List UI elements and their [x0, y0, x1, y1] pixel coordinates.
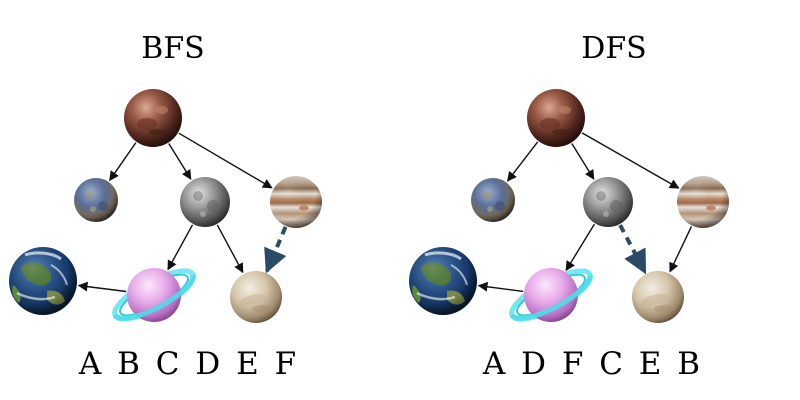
edge-middle-child-to-ringed: [565, 223, 596, 272]
dashed-edge-middle-child-to-venus: [618, 224, 647, 275]
edge-root-to-right-child: [178, 132, 273, 189]
venus-planet-icon: [632, 271, 684, 323]
mars-planet-icon: [124, 89, 182, 147]
ringed-planet-icon: [109, 262, 200, 328]
edge-middle-child-to-ringed: [167, 224, 194, 271]
edge-right-child-to-venus: [669, 226, 693, 273]
edge-middle-child-to-venus: [216, 224, 244, 274]
venus-planet-icon: [230, 271, 282, 323]
earth-planet-icon: [407, 245, 479, 317]
mars-planet-icon: [527, 89, 585, 147]
dashed-edge-right-child-to-venus: [264, 226, 288, 274]
bfs-traversal-order: A B C D E F: [78, 346, 299, 382]
edge-root-to-left-child: [507, 141, 539, 182]
dfs-title: DFS: [581, 31, 646, 66]
edge-root-to-right-child: [581, 132, 680, 189]
edge-root-to-middle-child: [168, 143, 192, 180]
edge-root-to-middle-child: [571, 143, 595, 180]
edge-root-to-left-child: [109, 142, 137, 182]
dfs-panel: DFS A D F C E B: [407, 31, 729, 382]
moon-planet-icon: [180, 177, 230, 227]
mercury-planet-icon: [471, 178, 515, 222]
moon-planet-icon: [583, 177, 633, 227]
edge-ringed-to-earth: [477, 281, 524, 293]
earth-planet-icon: [7, 245, 79, 317]
mercury-planet-icon: [74, 178, 118, 222]
jupiter-planet-icon: [677, 176, 729, 228]
bfs-title: BFS: [141, 31, 204, 66]
edge-ringed-to-earth: [77, 281, 127, 293]
jupiter-planet-icon: [270, 176, 322, 228]
bfs-panel: BFS A B C D E F: [7, 31, 322, 382]
ringed-planet-icon: [506, 262, 597, 328]
dfs-traversal-order: A D F C E B: [482, 346, 703, 382]
